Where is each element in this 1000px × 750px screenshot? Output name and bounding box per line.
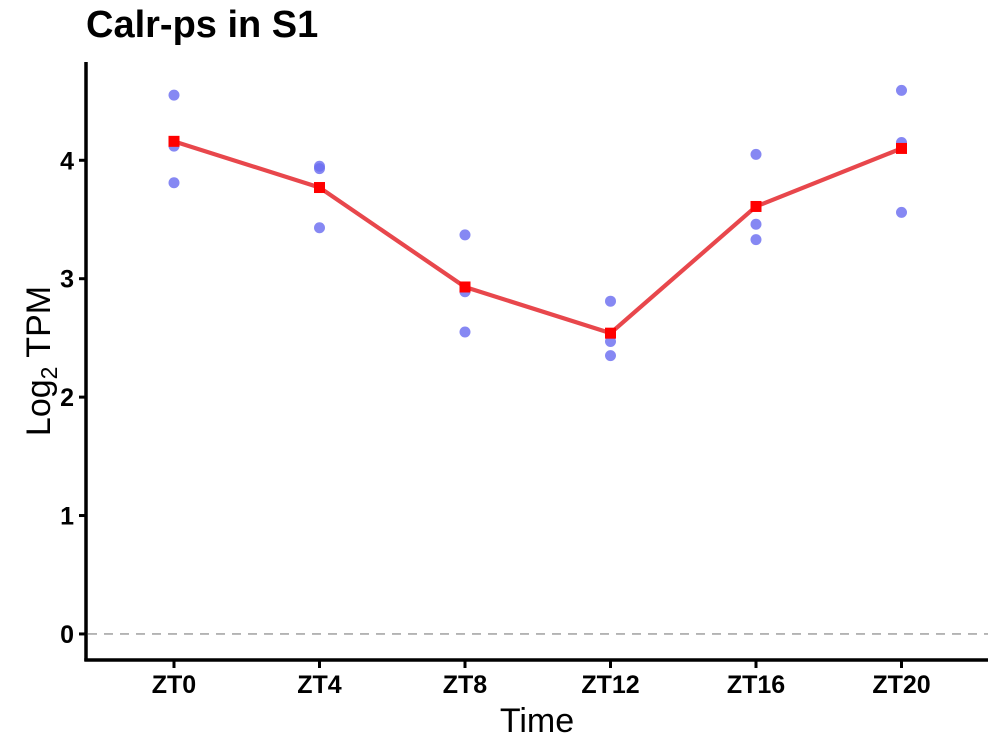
mean-marker xyxy=(896,142,907,154)
x-tick-label: ZT16 xyxy=(727,671,785,699)
mean-marker xyxy=(168,135,180,147)
y-axis-title-main: Log xyxy=(20,379,58,436)
x-tick-label: ZT12 xyxy=(581,671,639,699)
x-tick-label: ZT4 xyxy=(297,671,342,699)
replicate-point xyxy=(314,163,325,175)
y-tick-label: 1 xyxy=(60,503,74,531)
y-ticks: 0 1 2 3 4 xyxy=(60,147,86,649)
replicate-point xyxy=(605,350,616,362)
x-axis-title: Time xyxy=(500,702,574,740)
mean-line-layer xyxy=(171,139,904,336)
mean-marker xyxy=(459,281,471,293)
replicate-points xyxy=(168,84,907,362)
mean-marker xyxy=(605,327,616,339)
y-axis-title-subscript: 2 xyxy=(36,367,62,380)
replicate-point xyxy=(750,218,762,230)
y-tick-label: 2 xyxy=(60,384,74,412)
mean-markers xyxy=(168,135,907,339)
mean-marker xyxy=(314,182,325,194)
mean-marker xyxy=(750,200,762,212)
replicate-point xyxy=(168,177,180,189)
x-tick-label: ZT8 xyxy=(443,671,488,699)
replicate-point xyxy=(605,335,616,347)
x-ticks: ZT0 ZT4 ZT8 ZT12 ZT16 ZT20 xyxy=(152,660,931,699)
replicate-point xyxy=(168,89,180,101)
replicate-point xyxy=(896,84,907,96)
y-tick-label: 4 xyxy=(60,147,74,175)
replicate-point xyxy=(896,206,907,218)
replicate-point xyxy=(314,222,325,234)
x-tick-label: ZT0 xyxy=(152,671,196,699)
x-tick-label: ZT20 xyxy=(872,671,930,699)
replicate-point xyxy=(459,326,471,338)
replicate-point xyxy=(750,148,762,160)
chart-title: Calr-ps in S1 xyxy=(86,4,319,46)
replicate-point xyxy=(605,295,616,307)
axes-layer xyxy=(84,62,988,662)
y-axis-title: Log2 TPM xyxy=(20,286,62,436)
y-tick-label: 3 xyxy=(60,266,74,294)
mean-line xyxy=(171,139,904,336)
replicate-point xyxy=(750,234,762,246)
y-tick-label: 0 xyxy=(60,621,74,649)
y-axis-title-rest: TPM xyxy=(20,286,58,367)
replicate-point xyxy=(459,229,471,241)
